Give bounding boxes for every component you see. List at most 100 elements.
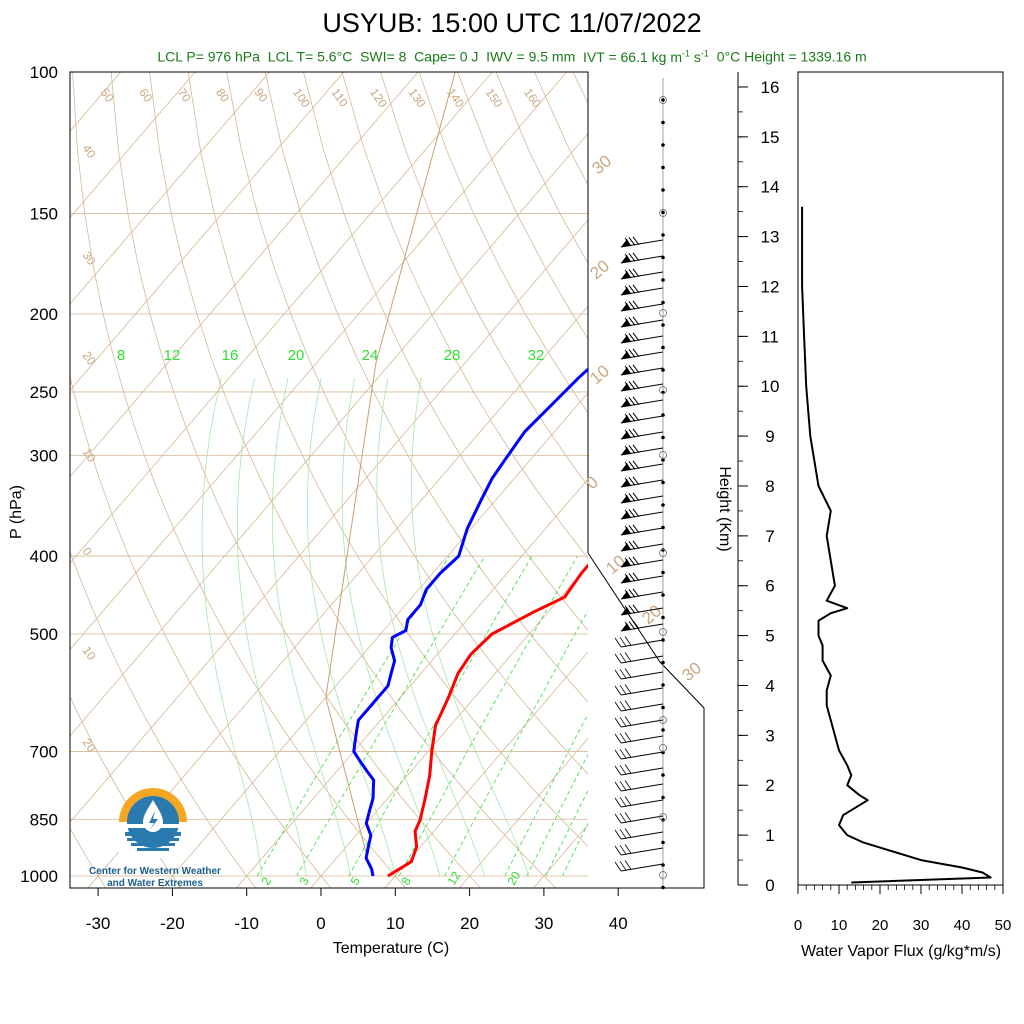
wind-barb-feather [624,573,632,583]
wind-barb-feather [632,364,640,374]
wind-barb-feather [624,557,632,567]
mixing-ratio-line [296,555,486,877]
iwv-value: IWV = 9.5 mm [486,48,576,65]
wind-barb-feather [632,236,640,246]
wind-level-dot [661,503,665,507]
moist-adiabat-label: 0 [582,472,601,493]
wind-barb-flag [621,271,631,279]
dry-adiabat-line [70,827,107,888]
wind-barb-shaft [620,719,664,728]
dry-adiabat-line [70,550,257,888]
mixing-ratio-top-label: 24 [362,347,379,364]
wind-barb-feather [614,749,622,760]
dry-adiabat-label: 110 [329,86,352,110]
mixing-ratio-top-label: 28 [444,347,461,364]
dry-adiabat-line [418,72,588,414]
wind-barb-flag [621,447,631,455]
isotherm-line [161,392,588,888]
height-tick-label: 2 [765,776,774,795]
moist-adiabat-label: 10 [586,361,613,388]
dry-adiabat-label: 100 [290,86,313,111]
pressure-tick-label: 400 [30,547,58,566]
wind-barb-feather [619,748,627,759]
wind-barb-feather [614,669,622,680]
wind-barb-shaft [620,815,664,824]
wind-barb-feather [624,636,632,646]
moist-adiabat-line [341,377,441,877]
wind-barb-feather [624,684,632,694]
dry-adiabat-line [457,72,588,340]
flux-tick-label: 30 [913,917,930,934]
wind-barb-feather [624,333,632,343]
isotherm-line [70,219,588,823]
wind-barb-feather [619,780,627,791]
isotherm-line [70,72,345,391]
wind-barb-flag [621,495,631,503]
pressure-tick-label: 150 [30,205,58,224]
isotherm-line [752,54,1024,893]
wind-barb-feather [619,764,627,775]
height-tick-label: 9 [765,427,774,446]
wind-barb-feather [624,429,632,439]
dry-adiabat-line [226,72,588,775]
wind-barb-feather [632,300,640,310]
dry-adiabat-line [650,72,1024,893]
wind-barb-feather [614,829,622,840]
wind-barb-feather [624,445,632,455]
pressure-tick-label: 100 [30,63,58,82]
flux-tick-label: 40 [954,917,971,934]
water-vapor-panel-frame [797,71,1004,886]
wind-level-dot [661,120,665,125]
wind-level-dot [661,548,665,552]
logo-caption-line2: and Water Extremes [107,878,203,889]
wind-level-dot [661,840,665,845]
wind-barb [620,428,664,440]
dry-adiabat-label: 120 [367,86,390,111]
wind-barb-feather [632,460,640,470]
pressure-tick-label: 500 [30,625,58,644]
dry-adiabat-line [110,72,482,888]
wind-level-dot [661,165,665,170]
isotherm-label: 20 [80,349,99,368]
wind-barb-feather [619,732,627,743]
flux-tick-label: 0 [794,917,802,934]
dry-adiabat-line [70,695,182,888]
wind-barb-feather [624,237,632,247]
wind-barb [620,412,664,424]
moist-adiabat-line [201,377,262,877]
calm-wind-circle [659,209,667,217]
wind-barb-flag [621,607,631,615]
wind-barb [620,236,664,248]
wind-barb-feather [632,268,640,278]
wind-barb-feather [624,621,632,631]
skew-t-frame [69,71,705,889]
wind-barb-feather [628,429,636,438]
wind-barb-feather [619,636,627,647]
wind-level-dot [661,98,665,102]
height-tick-label: 8 [765,477,774,496]
dewpoint-profile-line [352,367,588,877]
wind-barb-shaft [620,751,664,760]
dry-adiabat-line [303,72,588,631]
wind-barb-feather [619,652,627,663]
wind-barb [614,700,664,712]
wind-level-dot [661,368,665,372]
wind-level-dot [661,638,665,642]
lcl-pressure: LCL P= 976 hPa [157,48,260,65]
wind-level-dot [661,188,665,192]
wind-barb-feather [628,349,636,358]
wind-barb-feather [632,540,640,550]
isotherm-line [70,72,568,651]
temperature-tick-label: 20 [460,914,479,933]
mixing-ratio-top-label: 20 [288,347,305,364]
wind-barb [614,796,664,808]
wind-barb-feather [632,412,640,422]
dry-adiabat-line [187,72,588,847]
wind-barb-feather [632,556,640,566]
wind-level-dot [661,300,665,305]
wind-barb-flag [621,351,631,359]
wind-barb-feather [628,285,636,294]
height-axis-label: Height (Km) [716,466,733,551]
wind-barb-feather [628,493,636,502]
